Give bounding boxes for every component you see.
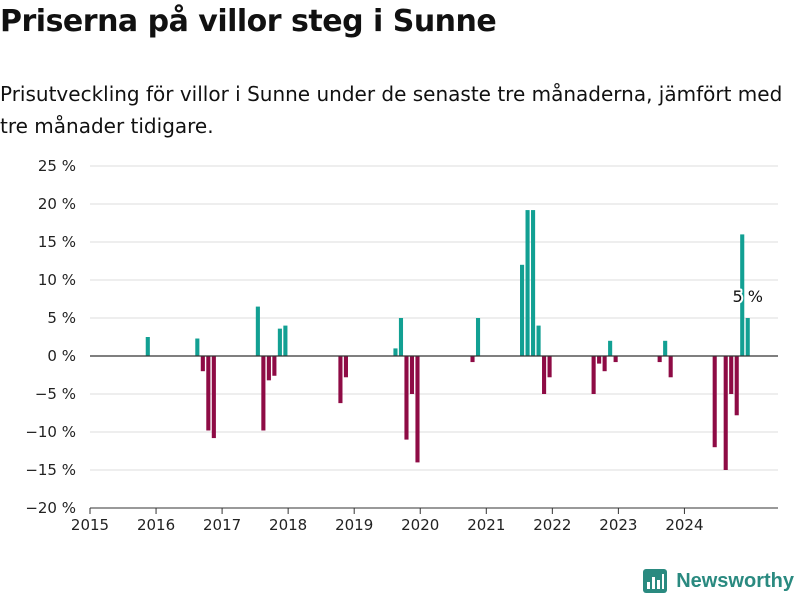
x-tick-label: 2024 [665, 516, 703, 530]
y-tick-label: 15 % [38, 233, 76, 251]
y-tick-label: −5 % [35, 385, 76, 403]
bar [597, 356, 602, 364]
bar [525, 210, 530, 356]
y-tick-label: −15 % [25, 461, 76, 479]
bar [475, 318, 481, 356]
chart-title: Priserna på villor steg i Sunne [0, 4, 497, 39]
bar [404, 356, 409, 440]
y-tick-label: 25 % [38, 157, 76, 175]
bar [398, 318, 404, 356]
bar [409, 356, 415, 394]
annotation-halo: 5 % [732, 287, 762, 306]
bar [200, 356, 205, 372]
newsworthy-logo-icon [643, 569, 668, 593]
bar [668, 356, 673, 378]
bar [195, 338, 200, 356]
bar-chart: −20 % −15 % −10 % −5 % 0 % 5 % 10 % 15 % 20 % 25 … [25, 157, 778, 530]
bar [415, 356, 420, 463]
bar [255, 306, 260, 356]
bar [608, 340, 613, 356]
bar [531, 210, 536, 356]
bar [712, 356, 717, 448]
bar [470, 356, 475, 363]
bar [272, 356, 277, 376]
bar [393, 348, 398, 356]
bar [206, 356, 211, 431]
bar [542, 356, 547, 394]
annotation-label: 5 % [732, 287, 762, 306]
y-tick-label: −20 % [25, 499, 76, 517]
x-tick-label: 2019 [335, 516, 373, 530]
bar [211, 356, 216, 439]
bar [520, 264, 525, 356]
bar [723, 356, 728, 470]
x-tick-label: 2015 [71, 516, 109, 530]
bar [602, 356, 607, 372]
y-tick-label: 20 % [38, 195, 76, 213]
x-tick-label: 2022 [533, 516, 571, 530]
x-tick-label: 2018 [269, 516, 307, 530]
brand: Newsworthy [642, 568, 794, 594]
bar [657, 356, 662, 363]
bar [591, 356, 596, 394]
bar [663, 340, 668, 356]
bar [536, 325, 541, 356]
brand-name: Newsworthy [676, 569, 794, 592]
bar [547, 356, 552, 378]
bar [740, 234, 745, 356]
x-tick-label: 2016 [137, 516, 175, 530]
bar [343, 356, 348, 378]
bar [261, 356, 266, 431]
bar [338, 356, 343, 404]
y-tick-label: 0 % [47, 347, 76, 365]
bar [734, 356, 739, 416]
bar [266, 356, 271, 381]
bar [745, 318, 750, 356]
x-tick-label: 2023 [599, 516, 637, 530]
bar [145, 337, 150, 356]
bar [729, 356, 734, 394]
bar [613, 356, 618, 363]
x-tick-label: 2020 [401, 516, 439, 530]
x-tick-label: 2021 [467, 516, 505, 530]
bar [283, 325, 288, 356]
x-tick-label: 2017 [203, 516, 241, 530]
y-tick-label: 5 % [47, 309, 76, 327]
bar [277, 328, 282, 356]
y-tick-label: 10 % [38, 271, 76, 289]
y-tick-label: −10 % [25, 423, 76, 441]
chart-subtitle: Prisutveckling för villor i Sunne under … [0, 82, 783, 138]
